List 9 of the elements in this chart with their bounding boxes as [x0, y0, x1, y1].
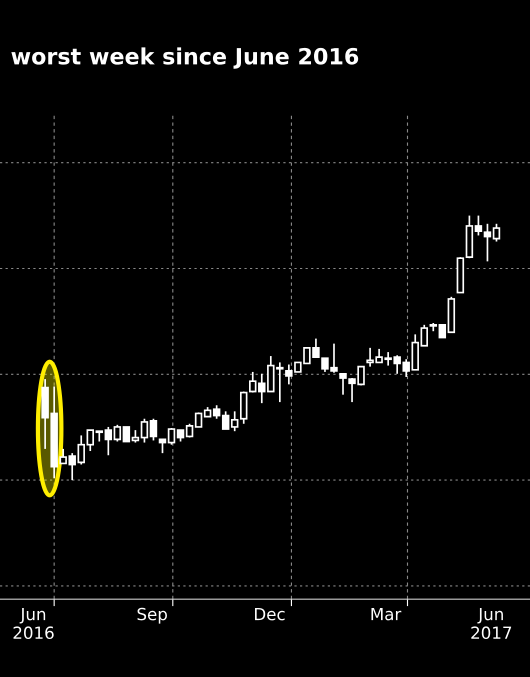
candlestick [158, 438, 166, 454]
chart-title: worst week since June 2016 [11, 47, 358, 69]
x-tick-label: Jun 2016 [14, 608, 54, 640]
x-tick-label: Mar [371, 608, 402, 620]
x-tick-label: Dec [255, 608, 285, 620]
candlestick [168, 427, 176, 446]
candlestick [330, 342, 338, 374]
x-tick-label: Jun 2017 [471, 608, 512, 640]
x-tick-label: Sep [138, 608, 167, 624]
